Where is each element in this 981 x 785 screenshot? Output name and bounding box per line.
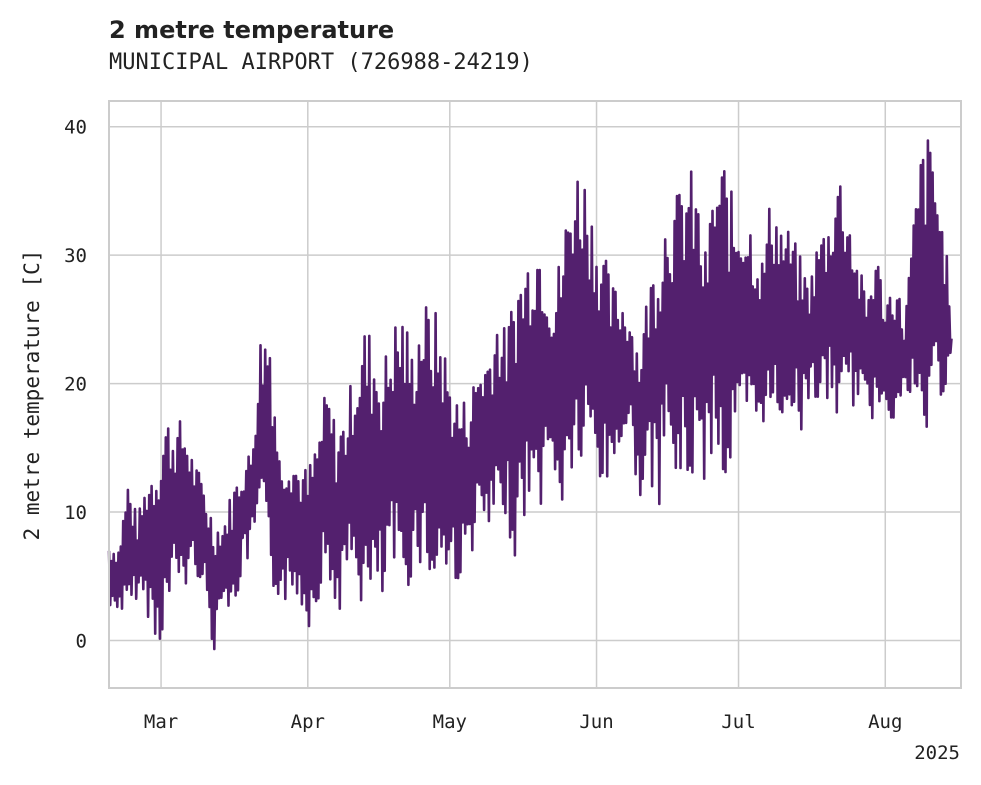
temperature-series-line <box>107 139 953 651</box>
y-tick-label: 30 <box>64 245 87 267</box>
x-tick-label: Jun <box>579 711 613 733</box>
x-tick-label: Mar <box>144 711 178 733</box>
plot-frame <box>108 100 962 689</box>
chart-title: 2 metre temperature <box>109 16 395 44</box>
y-tick-label: 40 <box>64 117 87 139</box>
y-tick-label: 0 <box>76 630 87 652</box>
year-label: 2025 <box>914 742 960 764</box>
x-tick-label: Aug <box>868 711 902 733</box>
y-axis-label: 2 metre temperature [C] <box>20 250 44 541</box>
series-layer <box>107 139 953 651</box>
x-tick-label: Jul <box>721 711 755 733</box>
tick-labels: 0 10 20 30 40 Mar Apr May Jun Jul Aug <box>64 117 902 733</box>
y-tick-label: 10 <box>64 502 87 524</box>
chart-subtitle: MUNICIPAL AIRPORT (726988-24219) <box>109 50 533 75</box>
x-tick-label: Apr <box>291 711 325 733</box>
y-tick-label: 20 <box>64 374 87 396</box>
x-tick-label: May <box>433 711 467 733</box>
